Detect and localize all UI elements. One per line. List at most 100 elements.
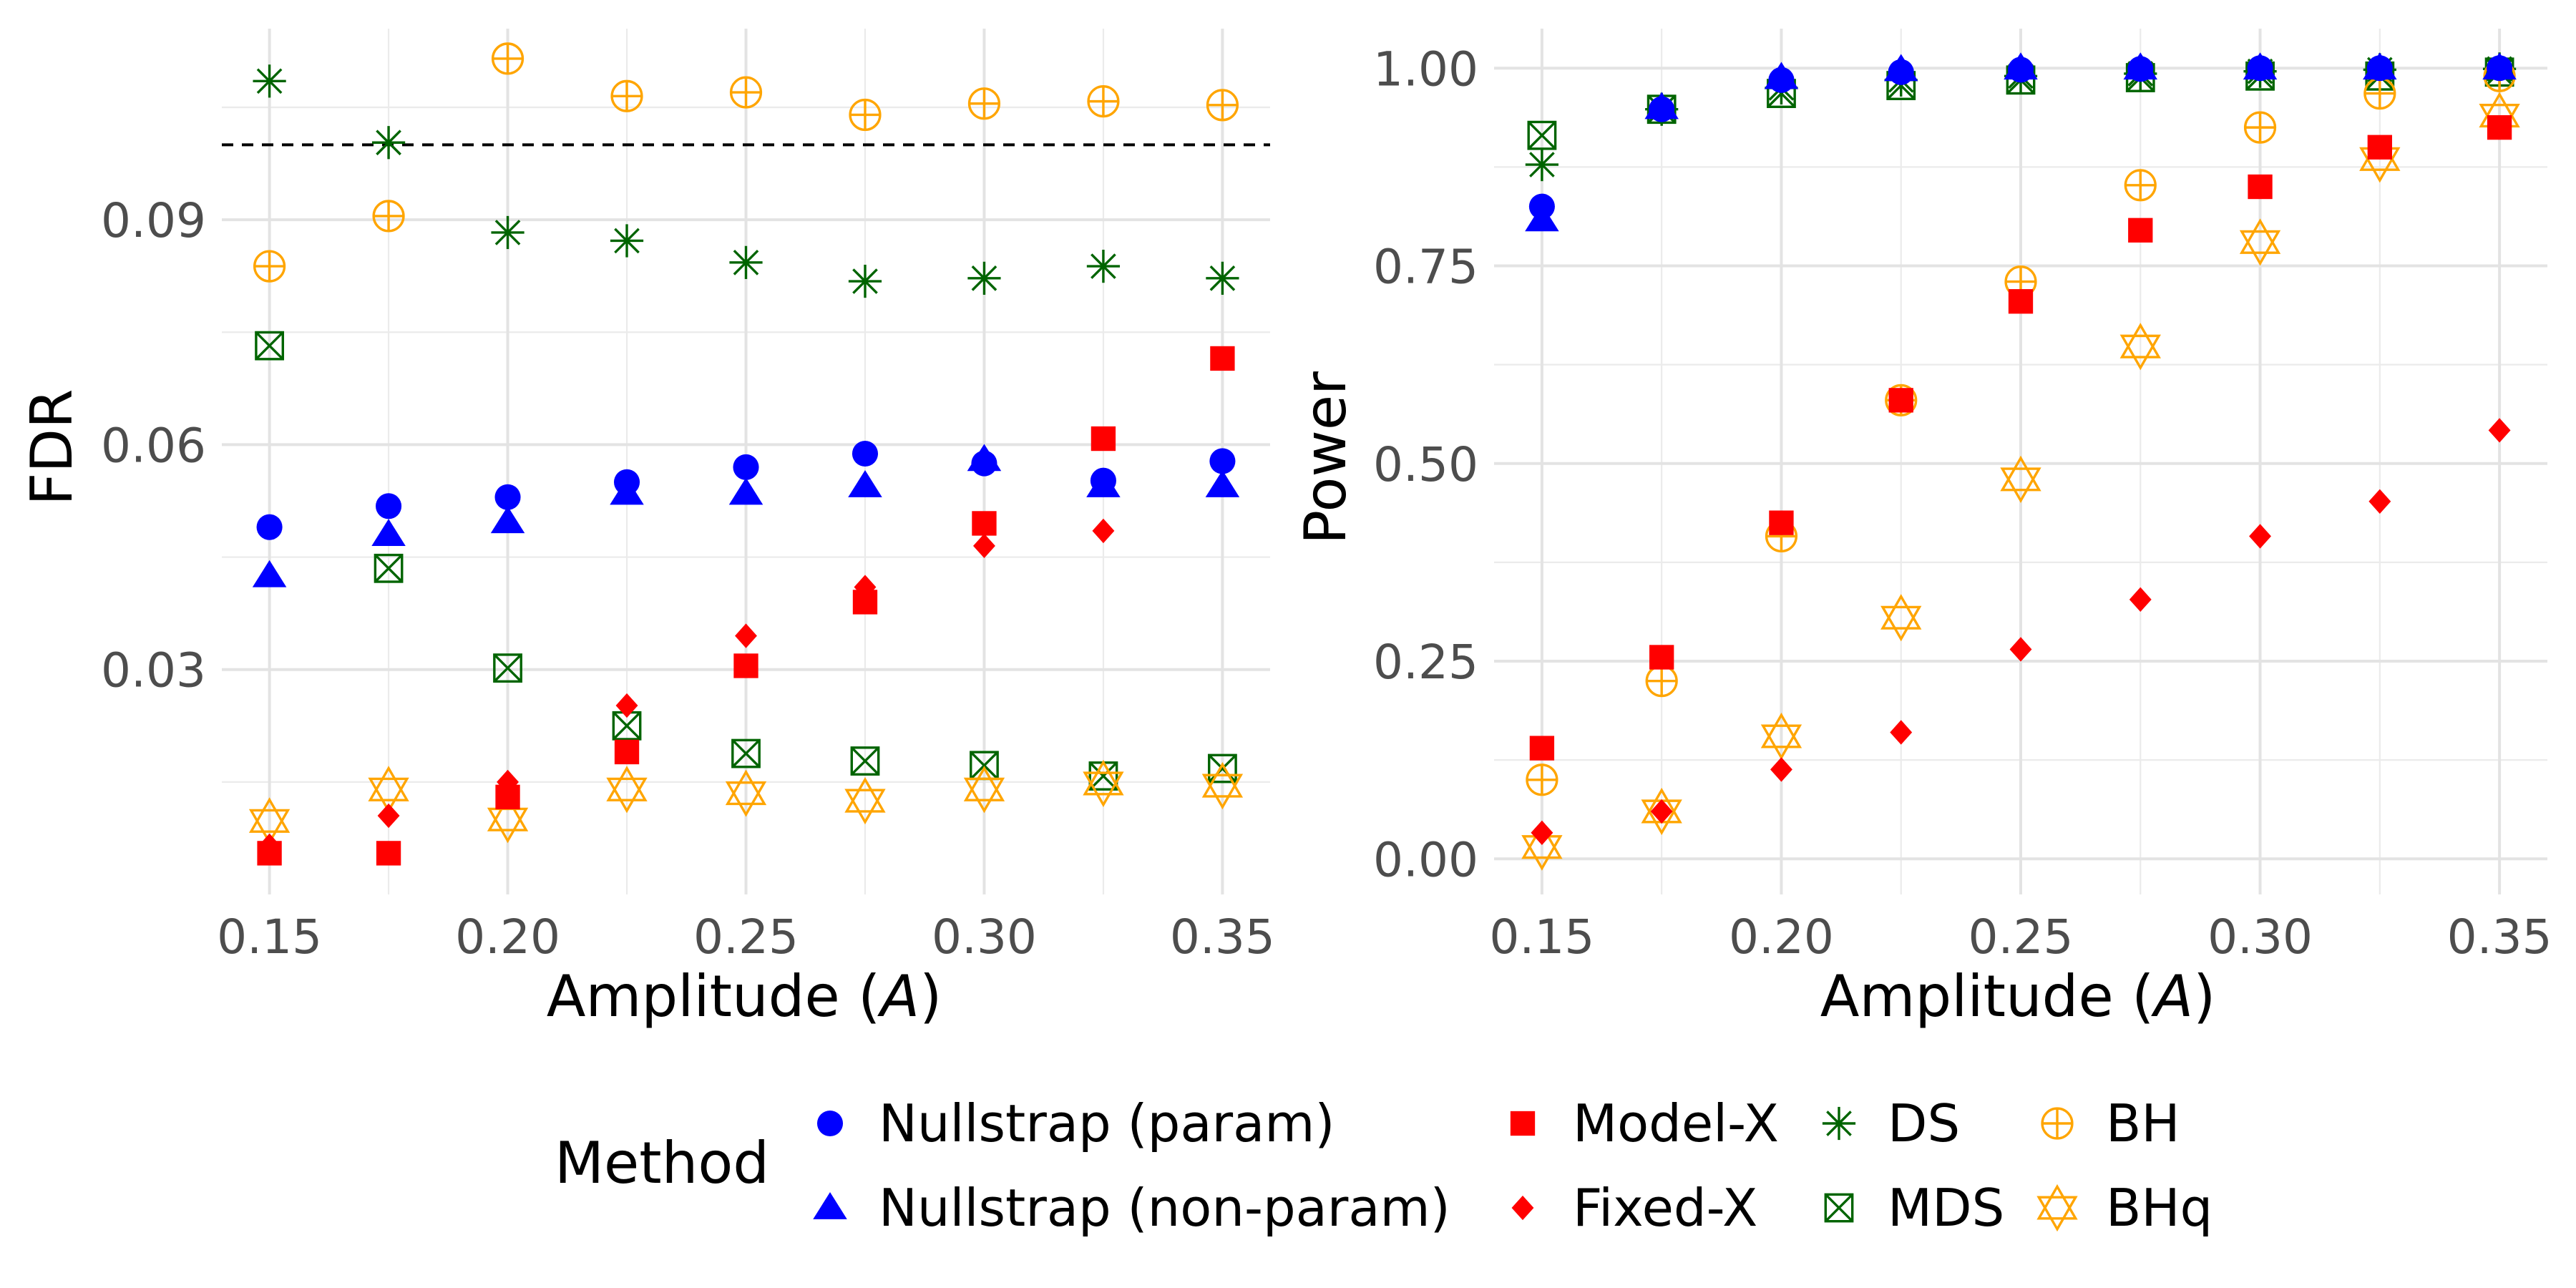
power-point-nullstrap-param [1888, 59, 1914, 85]
fdr-point-bh [729, 76, 763, 109]
fdr-point-bhq [606, 766, 648, 814]
fdr-x-tick-label: 0.30 [932, 909, 1037, 965]
power-point-fixed-x [2488, 418, 2511, 443]
fdr-point-mds [255, 331, 284, 361]
power-y-tick-label: 0.75 [1373, 240, 1478, 295]
legend-title: Method [555, 1130, 769, 1196]
power-point-fixed-x [1770, 757, 1792, 782]
legend-bhq-label: BHq [2106, 1178, 2212, 1238]
fdr-point-model-x [495, 784, 520, 809]
power-point-model-x [1649, 645, 1674, 670]
fdr-point-ds [967, 261, 1001, 295]
fdr-x-tick-label: 0.25 [693, 909, 799, 965]
fdr-point-nullstrap-param [256, 514, 283, 540]
fdr-x-tick-label: 0.35 [1170, 909, 1275, 965]
fdr-y-tick-label: 0.03 [101, 643, 206, 698]
fdr-point-model-x [257, 841, 282, 866]
fdr-point-bhq [248, 797, 291, 845]
power-point-nullstrap-param [2487, 55, 2513, 82]
legend-item-fixed-x: Fixed-X [1511, 1178, 1757, 1238]
legend-item-bhq: BHq [2036, 1178, 2212, 1238]
fdr-point-ds [491, 215, 525, 250]
legend-model-x-label: Model-X [1573, 1093, 1779, 1153]
legend-item-model-x: Model-X [1510, 1093, 1779, 1153]
power-point-bh [2124, 169, 2157, 202]
fdr-point-nullstrap-param [1209, 448, 1236, 474]
fdr-point-ds [610, 224, 644, 258]
legend-nullstrap-param-label: Nullstrap (param) [879, 1093, 1335, 1153]
fdr-point-model-x [972, 511, 997, 536]
fdr-point-ds [1206, 261, 1239, 295]
power-point-nullstrap-param [2007, 57, 2034, 83]
power-point-model-x [2128, 218, 2153, 243]
fdr-point-bhq [368, 766, 409, 814]
legend-item-bh: BH [2041, 1093, 2180, 1153]
fdr-point-nullstrap-non-param [848, 470, 882, 497]
fdr-point-model-x [852, 590, 878, 615]
legend-mds-label: MDS [1888, 1178, 2004, 1238]
power-point-bh [1645, 665, 1678, 698]
power-point-model-x [2248, 174, 2273, 200]
fdr-point-nullstrap-param [1090, 467, 1116, 494]
power-x-tick-label: 0.20 [1729, 909, 1834, 965]
fdr-point-model-x [614, 739, 640, 765]
power-x-tick-label: 0.25 [1968, 909, 2074, 965]
fdr-point-bh [967, 87, 1001, 120]
fdr-point-mds [1208, 753, 1237, 784]
fdr-panel: 0.03 0.06 0.09 0.15 0.20 0.25 0.30 0.35 FDR Amp… [19, 29, 1275, 1030]
fdr-x-axis-title: Amplitude (A) [547, 963, 942, 1030]
fdr-point-nullstrap-param [971, 450, 997, 477]
power-point-nullstrap-param [1649, 96, 1675, 122]
power-point-model-x [2008, 289, 2034, 314]
legend-item-mds: MDS [1824, 1178, 2004, 1238]
fdr-point-model-x [1210, 346, 1235, 371]
legend-ds-marker [1822, 1106, 1856, 1141]
fdr-point-nullstrap-param [852, 440, 879, 467]
legend-bhq-marker [2036, 1184, 2078, 1232]
power-point-bhq [1880, 594, 1922, 642]
legend-fixed-x-label: Fixed-X [1573, 1178, 1757, 1238]
fdr-point-ds [371, 126, 406, 160]
fdr-point-nullstrap-non-param [1205, 470, 1240, 497]
power-points [1521, 52, 2520, 871]
fdr-point-fixed-x [377, 803, 400, 829]
power-point-bhq [2239, 218, 2281, 266]
fdr-x-axis-title-text: Amplitude [547, 963, 840, 1030]
fdr-point-nullstrap-non-param [252, 560, 287, 587]
legend-fixed-x-marker [1511, 1195, 1534, 1221]
fdr-point-ds [1086, 249, 1121, 283]
legend-item-nullstrap-param: Nullstrap (param) [816, 1093, 1335, 1153]
power-x-tick-label: 0.15 [1489, 909, 1594, 965]
power-point-nullstrap-param [1768, 67, 1795, 93]
fdr-point-bh [1087, 85, 1120, 118]
fdr-point-bhq [1083, 759, 1124, 808]
fdr-point-nullstrap-param [494, 484, 521, 510]
power-point-nullstrap-param [1528, 193, 1555, 220]
legend-item-ds: DS [1822, 1093, 1960, 1153]
fdr-point-bh [610, 79, 643, 112]
legend-ds-label: DS [1888, 1093, 1960, 1153]
fdr-x-tick-label: 0.15 [217, 909, 322, 965]
fdr-x-axis-title-symbol: A [877, 963, 919, 1030]
fdr-point-bhq [844, 776, 886, 825]
fdr-point-fixed-x [615, 693, 638, 718]
legend-mds-marker [1824, 1193, 1854, 1223]
power-y-tick-label: 0.00 [1373, 832, 1478, 887]
power-point-bhq [1760, 712, 1802, 761]
power-point-model-x [1888, 388, 1913, 413]
legend-items: Nullstrap (param) Nullstrap (non-param) Mo… [813, 1093, 2212, 1238]
fdr-point-model-x [376, 841, 401, 866]
fdr-point-bhq [1201, 761, 1244, 810]
fdr-tick-labels: 0.03 0.06 0.09 0.15 0.20 0.25 0.30 0.35 [101, 193, 1275, 965]
power-point-fixed-x [1531, 820, 1553, 845]
power-y-tick-label: 0.50 [1373, 437, 1478, 492]
power-y-tick-label: 0.25 [1373, 635, 1478, 690]
legend-nullstrap-non-param-label: Nullstrap (non-param) [879, 1178, 1450, 1238]
fdr-point-mds [731, 738, 761, 769]
fdr-y-tick-label: 0.06 [101, 418, 206, 473]
fdr-point-ds [729, 245, 763, 279]
power-point-fixed-x [2368, 489, 2391, 514]
power-x-axis-title-text: Amplitude [1820, 963, 2114, 1030]
power-x-axis-title-symbol: A [2150, 963, 2193, 1030]
